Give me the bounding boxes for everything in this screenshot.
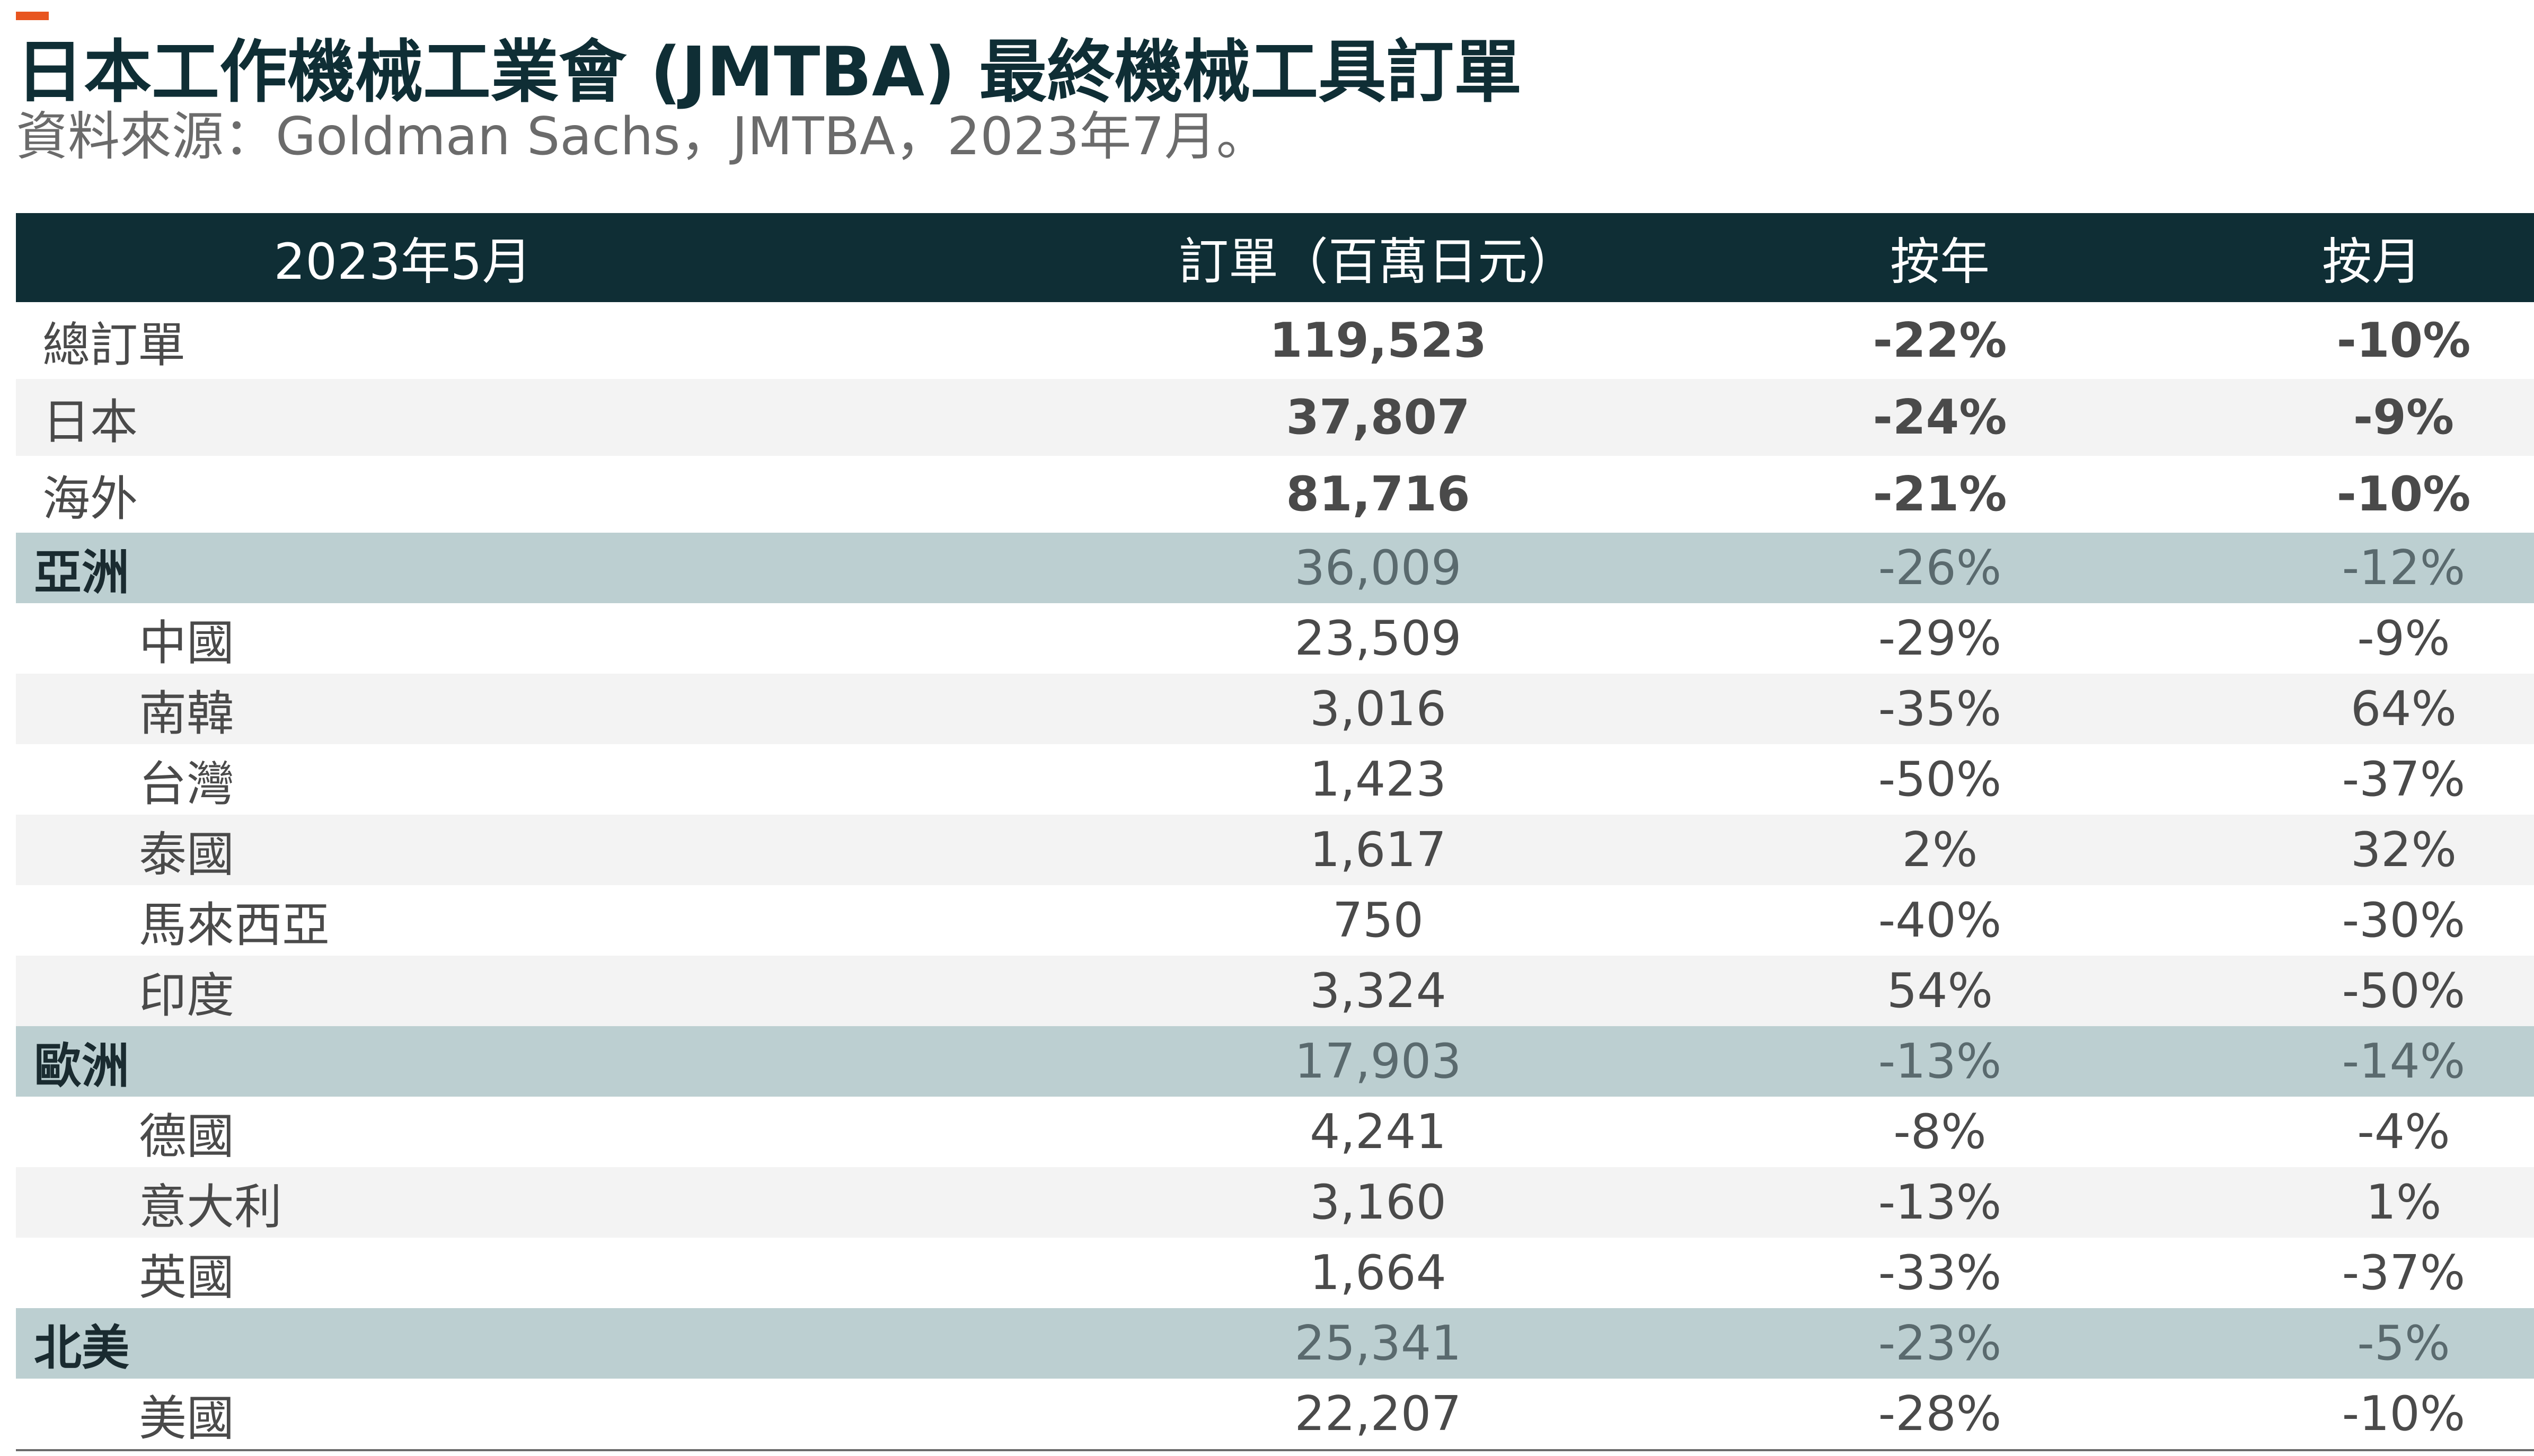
row-yoy: -28% <box>1878 1386 2002 1442</box>
row-value: 1,617 <box>1310 822 1446 878</box>
table-row-country: 意大利 3,160 -13% 1% <box>16 1167 2534 1238</box>
row-yoy: -40% <box>1878 893 2002 948</box>
row-label: 泰國 <box>139 826 234 883</box>
row-yoy: -21% <box>1873 466 2007 522</box>
row-mom: -14% <box>2342 1034 2466 1089</box>
row-yoy: -29% <box>1878 611 2002 666</box>
row-mom: -5% <box>2357 1316 2450 1371</box>
row-value: 4,241 <box>1310 1104 1446 1160</box>
table-row-country: 美國 22,207 -28% -10% <box>16 1379 2534 1449</box>
row-value: 22,207 <box>1294 1386 1462 1442</box>
table-row-country: 中國 23,509 -29% -9% <box>16 603 2534 674</box>
row-label: 美國 <box>139 1390 234 1446</box>
row-value: 3,160 <box>1310 1175 1446 1230</box>
row-mom: -10% <box>2342 1386 2466 1442</box>
row-mom: -4% <box>2357 1104 2450 1160</box>
table-row-country: 馬來西亞 750 -40% -30% <box>16 885 2534 956</box>
row-label: 英國 <box>139 1249 234 1305</box>
row-yoy: -8% <box>1893 1104 1986 1160</box>
row-mom: -30% <box>2342 893 2466 948</box>
header-orders: 訂單（百萬日元） <box>1178 233 1577 291</box>
row-yoy: 2% <box>1902 822 1978 878</box>
row-label: 海外 <box>42 471 138 527</box>
row-yoy: -13% <box>1878 1175 2002 1230</box>
row-yoy: -24% <box>1873 390 2007 445</box>
row-mom: 32% <box>2350 822 2457 878</box>
orders-table: 2023年5月 訂單（百萬日元） 按年 按月 總訂單 119,523 -22% … <box>16 213 2534 1451</box>
row-value: 17,903 <box>1294 1034 1462 1089</box>
table-row-country: 南韓 3,016 -35% 64% <box>16 674 2534 744</box>
table-row-country: 英國 1,664 -33% -37% <box>16 1238 2534 1308</box>
row-yoy: -50% <box>1878 752 2002 807</box>
row-mom: -9% <box>2357 611 2450 666</box>
row-mom: -12% <box>2342 540 2466 596</box>
row-value: 3,324 <box>1310 963 1446 1019</box>
table-row-country: 台灣 1,423 -50% -37% <box>16 744 2534 815</box>
header-yoy: 按年 <box>1890 233 1990 291</box>
row-yoy: -26% <box>1878 540 2002 596</box>
row-mom: -10% <box>2336 466 2471 522</box>
row-label: 印度 <box>139 967 234 1023</box>
row-value: 81,716 <box>1286 466 1470 522</box>
table-row-total: 總訂單 119,523 -22% -10% <box>16 302 2534 379</box>
table-row-japan: 日本 37,807 -24% -9% <box>16 379 2534 456</box>
row-value: 119,523 <box>1269 313 1487 368</box>
page-title: 日本工作機械工業會 (JMTBA) 最終機械工具訂單 <box>16 33 1522 112</box>
row-label: 南韓 <box>139 685 234 742</box>
row-label: 意大利 <box>139 1179 282 1235</box>
table-row-region-north-america: 北美 25,341 -23% -5% <box>16 1308 2534 1379</box>
row-label: 亞洲 <box>34 544 129 601</box>
row-value: 750 <box>1332 893 1424 948</box>
accent-bar <box>16 12 49 20</box>
row-label: 德國 <box>139 1108 234 1164</box>
row-label: 總訂單 <box>42 317 186 373</box>
row-mom: -10% <box>2336 313 2471 368</box>
table-header: 2023年5月 訂單（百萬日元） 按年 按月 <box>16 213 2534 302</box>
row-label: 台灣 <box>139 756 234 812</box>
table-row-country: 德國 4,241 -8% -4% <box>16 1097 2534 1167</box>
row-yoy: -35% <box>1878 681 2002 737</box>
row-yoy: -13% <box>1878 1034 2002 1089</box>
row-yoy: 54% <box>1886 963 1993 1019</box>
table-row-country: 印度 3,324 54% -50% <box>16 956 2534 1026</box>
row-mom: 64% <box>2350 681 2457 737</box>
row-yoy: -23% <box>1878 1316 2002 1371</box>
row-label: 歐洲 <box>34 1038 129 1094</box>
row-label: 北美 <box>34 1320 129 1376</box>
row-label: 日本 <box>42 394 138 450</box>
row-mom: -9% <box>2353 390 2454 445</box>
row-yoy: -33% <box>1878 1245 2002 1301</box>
header-mom: 按月 <box>2321 233 2422 291</box>
row-label: 馬來西亞 <box>139 897 330 953</box>
row-value: 1,423 <box>1310 752 1446 807</box>
source-note: 資料來源：Goldman Sachs，JMTBA，2023年7月。 <box>16 107 1268 167</box>
row-value: 37,807 <box>1286 390 1470 445</box>
row-mom: -37% <box>2342 1245 2466 1301</box>
table-bottom-rule <box>16 1449 2534 1451</box>
table-row-country: 泰國 1,617 2% 32% <box>16 815 2534 885</box>
row-mom: -37% <box>2342 752 2466 807</box>
row-value: 1,664 <box>1310 1245 1446 1301</box>
row-label: 中國 <box>139 615 234 671</box>
table-row-region-europe: 歐洲 17,903 -13% -14% <box>16 1026 2534 1097</box>
header-period: 2023年5月 <box>273 233 532 291</box>
row-value: 23,509 <box>1294 611 1462 666</box>
row-mom: -50% <box>2342 963 2466 1019</box>
table-row-region-asia: 亞洲 36,009 -26% -12% <box>16 533 2534 603</box>
row-value: 3,016 <box>1310 681 1446 737</box>
row-value: 36,009 <box>1294 540 1462 596</box>
table-row-overseas: 海外 81,716 -21% -10% <box>16 456 2534 533</box>
row-mom: 1% <box>2365 1175 2442 1230</box>
row-value: 25,341 <box>1294 1316 1462 1371</box>
row-yoy: -22% <box>1873 313 2007 368</box>
